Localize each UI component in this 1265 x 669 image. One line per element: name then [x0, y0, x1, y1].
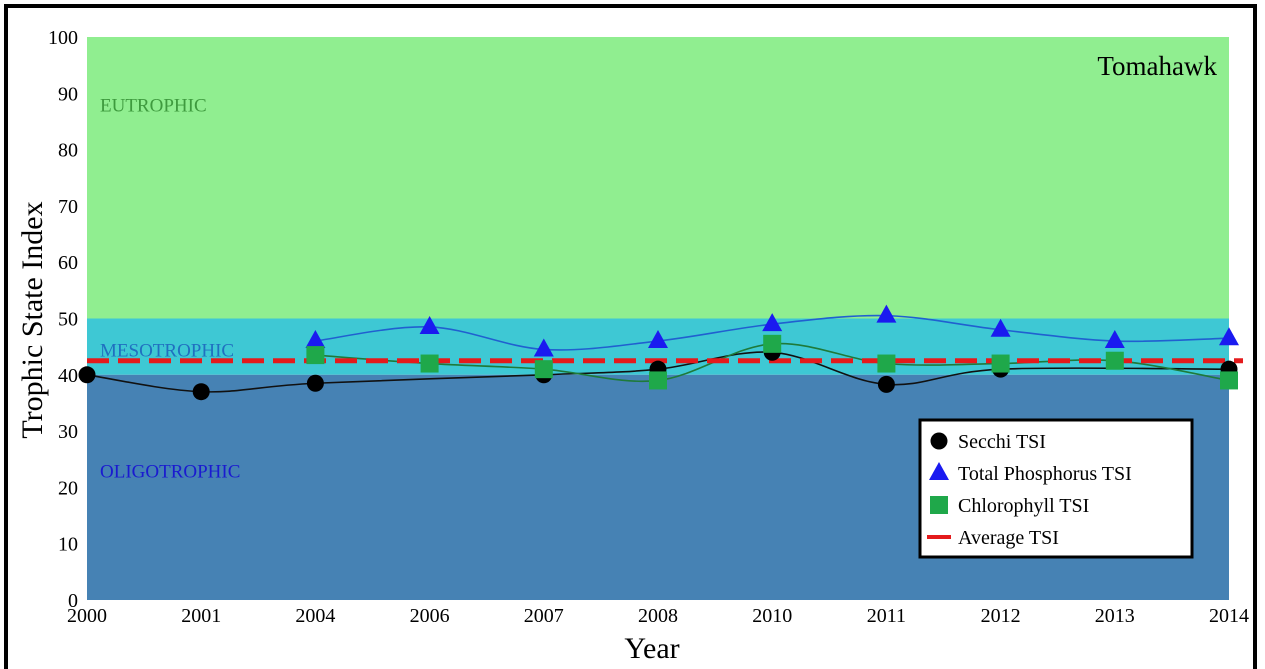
y-tick-label: 10 — [58, 534, 78, 556]
point-chlorophyll-tsi-2007 — [534, 360, 553, 379]
legend-swatch-total-phosphorus-tsi — [929, 462, 949, 480]
x-tick-label: 2011 — [867, 605, 906, 627]
point-total-phosphorus-tsi-2014 — [1219, 327, 1239, 346]
point-chlorophyll-tsi-2014 — [1220, 371, 1238, 390]
y-tick-label: 30 — [58, 421, 78, 443]
y-tick-label: 100 — [48, 27, 78, 49]
y-tick-label: 0 — [68, 590, 78, 612]
x-tick-label: 2004 — [295, 605, 335, 627]
point-total-phosphorus-tsi-2007 — [533, 338, 554, 357]
x-tick-label: 2008 — [638, 605, 678, 627]
x-tick-label: 2012 — [981, 605, 1021, 627]
legend-label-chlorophyll-tsi: Chlorophyll TSI — [958, 495, 1089, 517]
legend-label-total-phosphorus-tsi: Total Phosphorus TSI — [958, 463, 1132, 485]
point-chlorophyll-tsi-2006 — [420, 354, 439, 373]
chart-title: Tomahawk — [1097, 51, 1217, 81]
legend-swatch-secchi-tsi — [930, 432, 948, 450]
x-tick-label: 2001 — [181, 605, 221, 627]
point-secchi-tsi-2004 — [306, 374, 324, 392]
zone-eutrophic — [87, 37, 1229, 319]
point-total-phosphorus-tsi-2011 — [876, 304, 897, 323]
y-tick-label: 40 — [58, 365, 78, 387]
point-chlorophyll-tsi-2012 — [991, 354, 1010, 373]
point-chlorophyll-tsi-2010 — [763, 334, 782, 353]
y-tick-label: 20 — [58, 477, 78, 499]
x-tick-label: 2000 — [67, 605, 107, 627]
legend-swatch-chlorophyll-tsi — [930, 496, 948, 514]
x-tick-label: 2013 — [1095, 605, 1135, 627]
y-tick-labels: 0 10 20 30 40 50 60 70 80 90 100 — [48, 27, 78, 612]
zone-label-eutrophic: EUTROPHIC — [100, 96, 207, 117]
x-tick-label: 2014 — [1209, 605, 1249, 627]
y-tick-label: 60 — [58, 252, 78, 274]
x-axis-title: Year — [624, 632, 679, 665]
y-tick-label: 50 — [58, 309, 78, 331]
point-chlorophyll-tsi-2011 — [877, 354, 896, 373]
point-secchi-tsi-2011 — [877, 375, 895, 393]
zone-label-oligotrophic: OLIGOTROPHIC — [100, 462, 240, 483]
point-secchi-tsi-2001 — [192, 383, 210, 401]
y-axis-title: Trophic State Index — [16, 201, 49, 438]
legend-label-secchi-tsi: Secchi TSI — [958, 431, 1046, 453]
y-tick-label: 80 — [58, 140, 78, 162]
legend: Secchi TSI Total Phosphorus TSI Chlorophyl… — [918, 418, 1194, 559]
legend-items: Secchi TSI Total Phosphorus TSI Chlorophyl… — [927, 431, 1132, 549]
y-tick-label: 70 — [58, 196, 78, 218]
point-chlorophyll-tsi-2013 — [1105, 351, 1124, 370]
x-tick-labels: 2000 2001 2004 2006 2007 2008 2010 2011 2012 2013… — [67, 605, 1249, 627]
point-total-phosphorus-tsi-2008 — [648, 330, 668, 349]
legend-label-average-tsi: Average TSI — [958, 527, 1059, 549]
legend-box — [918, 418, 1194, 559]
x-tick-label: 2007 — [524, 605, 564, 627]
point-chlorophyll-tsi-2004 — [306, 346, 325, 365]
series-points — [78, 304, 1239, 401]
point-total-phosphorus-tsi-2006 — [419, 315, 440, 334]
x-tick-label: 2006 — [410, 605, 450, 627]
x-tick-label: 2010 — [752, 605, 792, 627]
point-total-phosphorus-tsi-2010 — [762, 313, 783, 332]
point-total-phosphorus-tsi-2004 — [305, 330, 326, 349]
point-total-phosphorus-tsi-2012 — [990, 318, 1011, 337]
point-chlorophyll-tsi-2008 — [649, 371, 667, 390]
point-secchi-tsi-2000 — [78, 366, 96, 384]
y-tick-label: 90 — [58, 83, 78, 105]
zone-label-mesotrophic: MESOTROPHIC — [100, 340, 234, 361]
point-total-phosphorus-tsi-2013 — [1104, 330, 1125, 349]
